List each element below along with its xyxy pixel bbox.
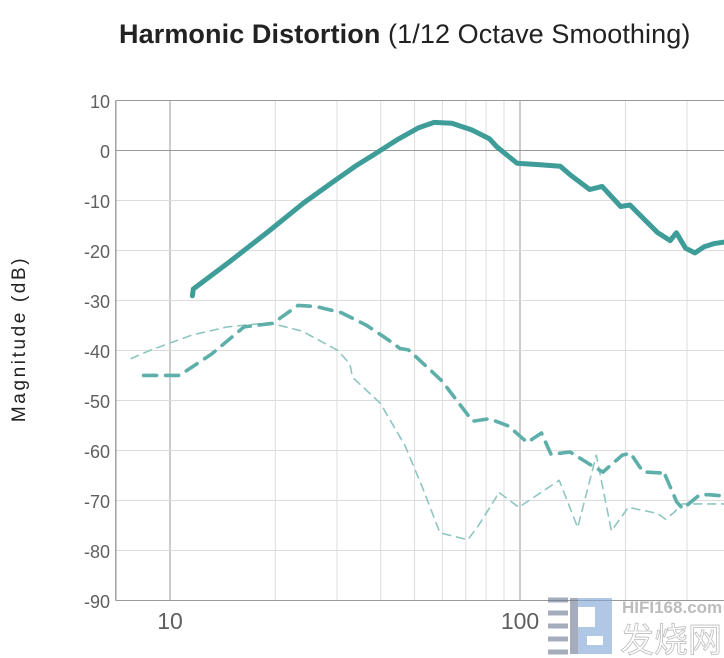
svg-text:HIFI168.com: HIFI168.com — [622, 598, 722, 617]
svg-text:发烧网: 发烧网 — [620, 622, 722, 658]
